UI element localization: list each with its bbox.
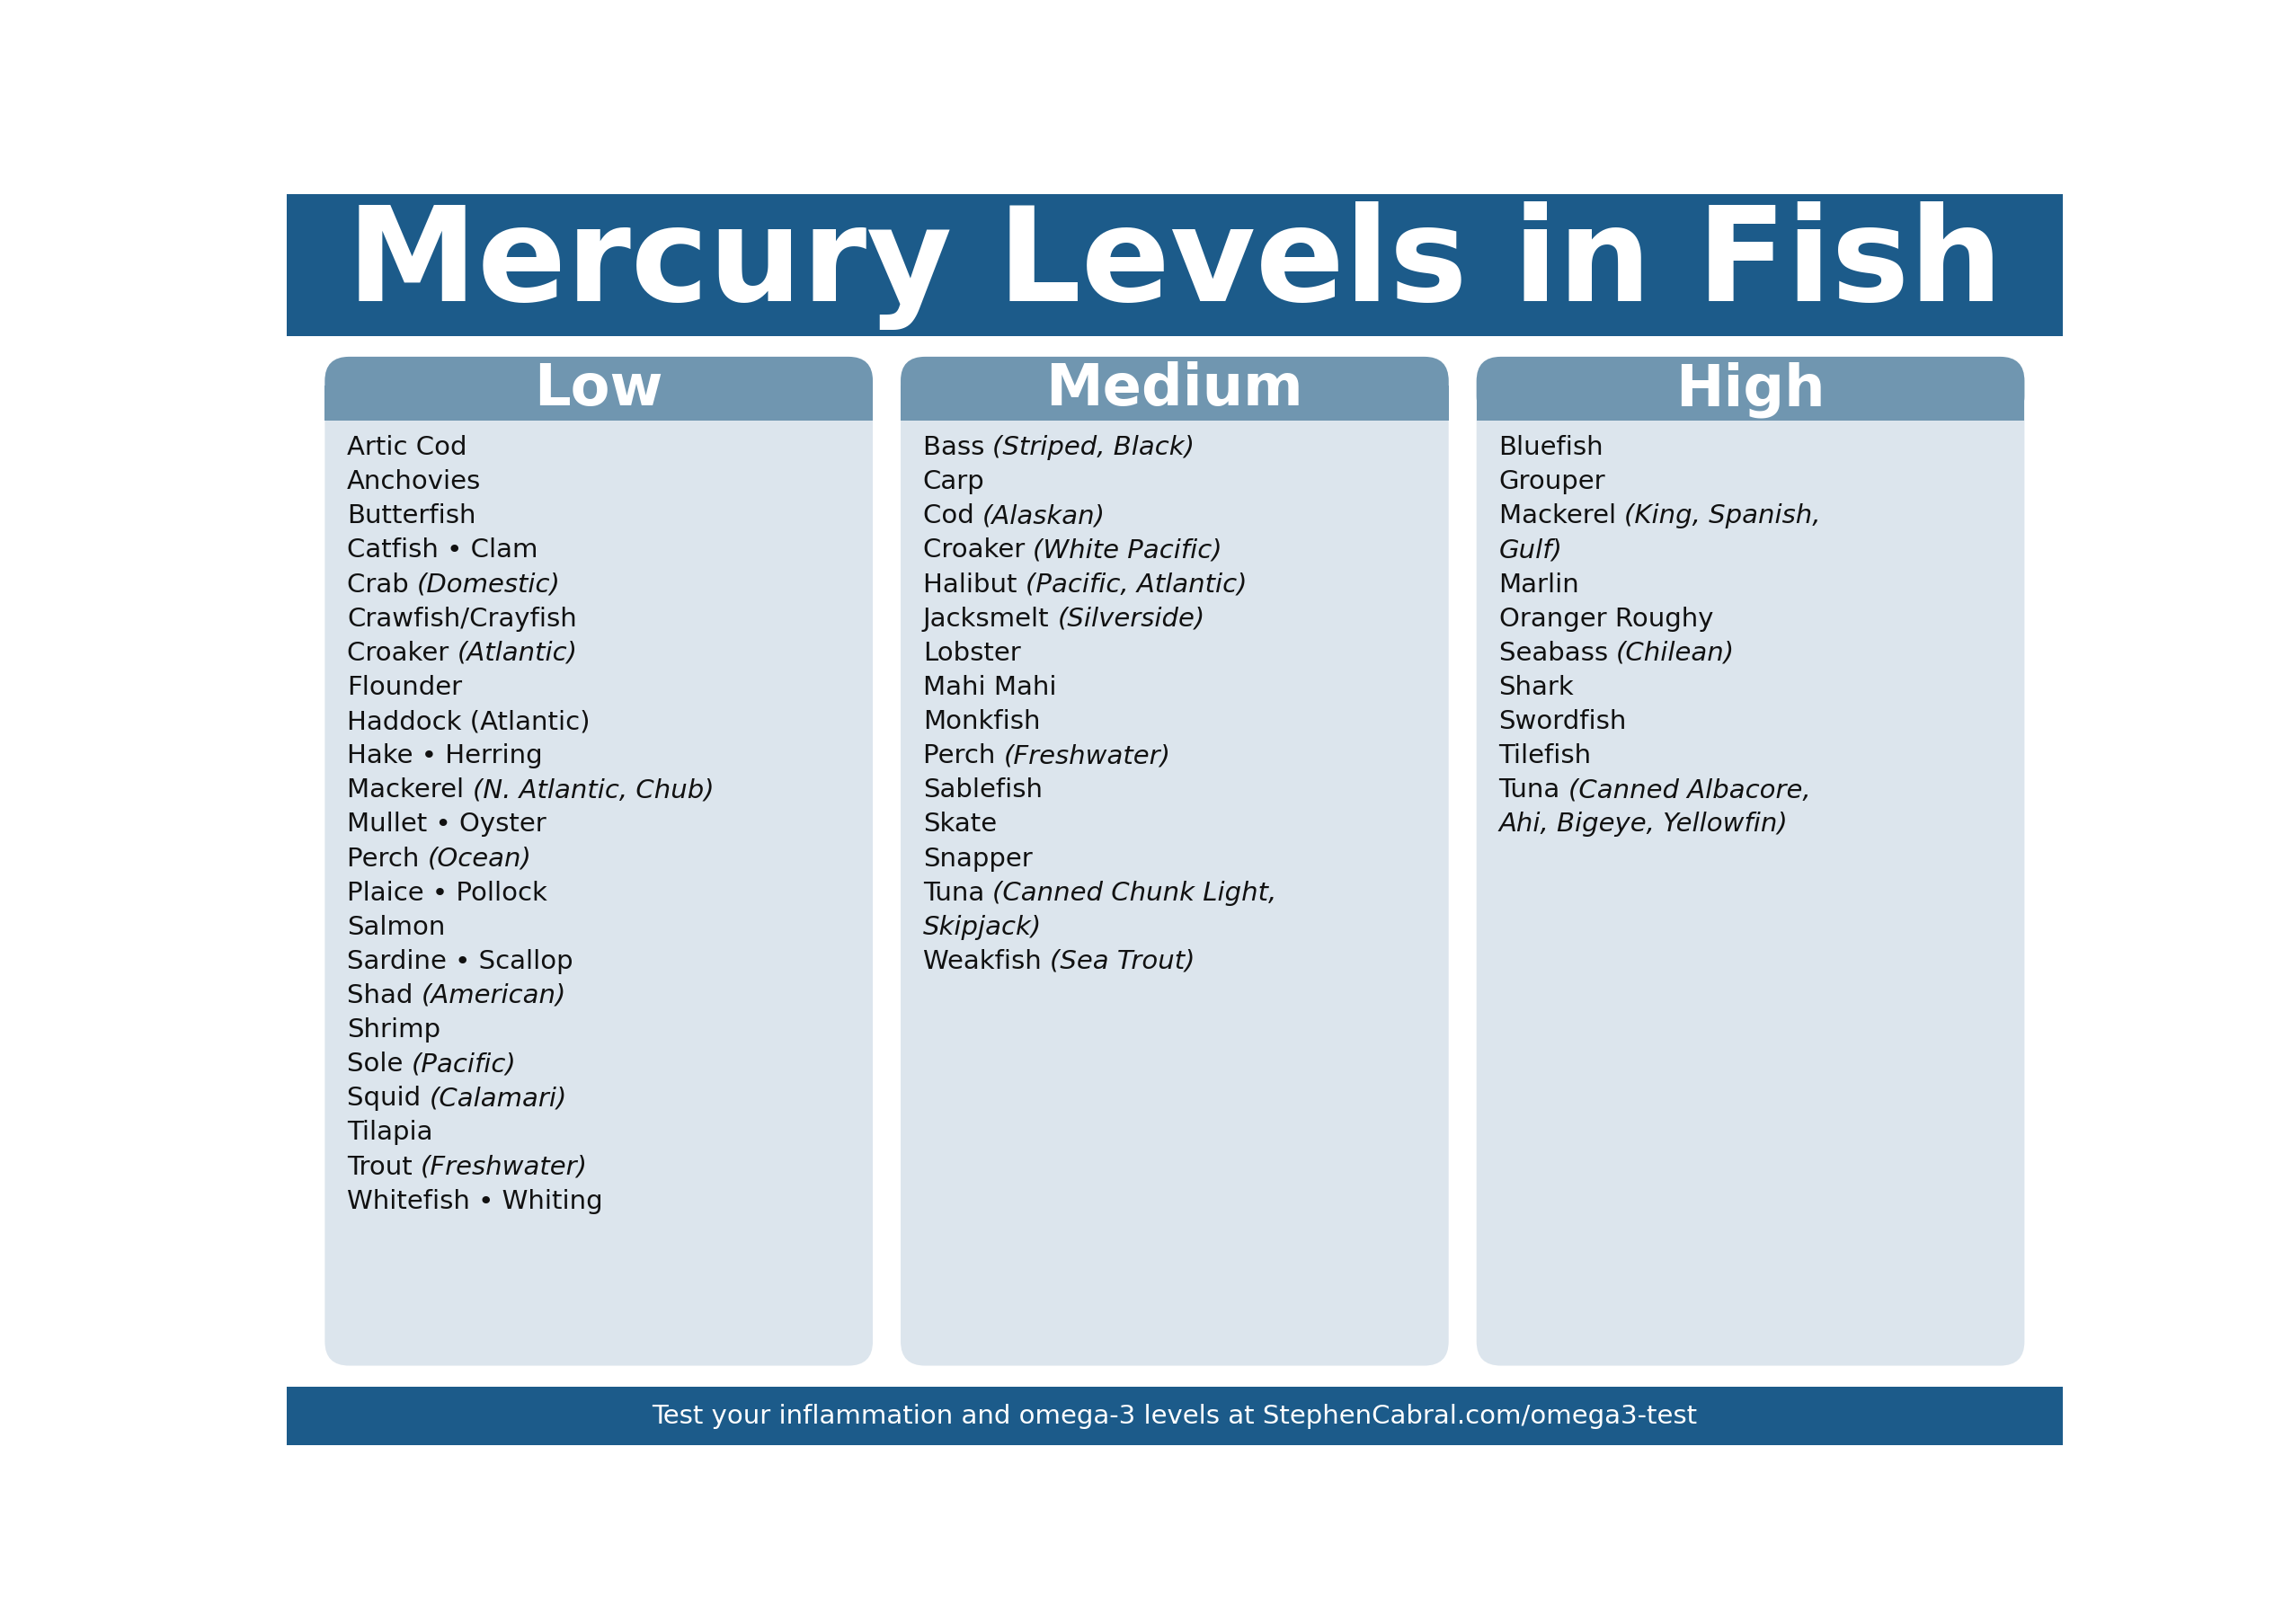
Text: Halibut: Halibut xyxy=(924,572,1025,598)
Text: (Freshwater): (Freshwater) xyxy=(1004,744,1171,768)
Text: Haddock (Atlantic): Haddock (Atlantic) xyxy=(346,708,591,734)
Text: (Domestic): (Domestic) xyxy=(417,572,562,598)
Text: Monkfish: Monkfish xyxy=(924,708,1041,734)
Text: Squid: Squid xyxy=(346,1085,429,1111)
Text: Swordfish: Swordfish xyxy=(1499,708,1627,734)
Bar xyxy=(325,387,873,421)
Text: (Canned Chunk Light,: (Canned Chunk Light, xyxy=(992,880,1277,905)
Text: Skate: Skate xyxy=(924,812,997,836)
Text: (Canned Albacore,: (Canned Albacore, xyxy=(1568,778,1811,802)
Text: Ahi, Bigeye, Yellowfin): Ahi, Bigeye, Yellowfin) xyxy=(1499,812,1788,836)
Text: Whitefish • Whiting: Whitefish • Whiting xyxy=(346,1189,603,1213)
FancyBboxPatch shape xyxy=(286,1387,2063,1445)
Text: Bass: Bass xyxy=(924,435,992,460)
Text: Butterfish: Butterfish xyxy=(346,503,477,528)
Text: Crawfish/Crayfish: Crawfish/Crayfish xyxy=(346,606,578,632)
Text: Hake • Herring: Hake • Herring xyxy=(346,744,543,768)
Text: Salmon: Salmon xyxy=(346,914,445,939)
Text: Mackerel: Mackerel xyxy=(346,778,472,802)
Text: Catfish • Clam: Catfish • Clam xyxy=(346,538,539,564)
Text: Croaker: Croaker xyxy=(346,640,456,666)
Text: High: High xyxy=(1675,361,1824,417)
Text: Shad: Shad xyxy=(346,983,422,1009)
Text: Cod: Cod xyxy=(924,503,983,528)
Text: Croaker: Croaker xyxy=(924,538,1034,564)
Text: (N. Atlantic, Chub): (N. Atlantic, Chub) xyxy=(472,778,713,802)
Text: Grouper: Grouper xyxy=(1499,469,1604,494)
Text: (Chilean): (Chilean) xyxy=(1616,640,1735,666)
Text: (Ocean): (Ocean) xyxy=(429,846,532,870)
Text: Plaice • Pollock: Plaice • Pollock xyxy=(346,880,548,905)
Text: Seabass: Seabass xyxy=(1499,640,1616,666)
Text: (Pacific, Atlantic): (Pacific, Atlantic) xyxy=(1025,572,1247,598)
Text: (King, Spanish,: (King, Spanish, xyxy=(1625,503,1820,528)
Bar xyxy=(1476,387,2024,421)
Text: Perch: Perch xyxy=(924,744,1004,768)
FancyBboxPatch shape xyxy=(901,357,1449,421)
FancyBboxPatch shape xyxy=(1476,357,2024,421)
Text: Weakfish: Weakfish xyxy=(924,948,1050,973)
Text: Trout: Trout xyxy=(346,1153,422,1179)
FancyBboxPatch shape xyxy=(286,195,2063,336)
FancyBboxPatch shape xyxy=(1476,357,2024,1366)
Text: Perch: Perch xyxy=(346,846,429,870)
Text: Mackerel: Mackerel xyxy=(1499,503,1625,528)
Text: Tuna: Tuna xyxy=(924,880,992,905)
Text: Sablefish: Sablefish xyxy=(924,778,1043,802)
Text: Anchovies: Anchovies xyxy=(346,469,481,494)
Text: Skipjack): Skipjack) xyxy=(924,914,1043,939)
Text: Jacksmelt: Jacksmelt xyxy=(924,606,1057,632)
Text: Low: Low xyxy=(534,362,662,417)
Text: Sole: Sole xyxy=(346,1051,413,1077)
Text: Lobster: Lobster xyxy=(924,640,1020,666)
Text: Sardine • Scallop: Sardine • Scallop xyxy=(346,948,573,973)
Text: (Atlantic): (Atlantic) xyxy=(456,640,578,666)
Text: Tilefish: Tilefish xyxy=(1499,744,1591,768)
Text: (Silverside): (Silverside) xyxy=(1057,606,1206,632)
Text: Snapper: Snapper xyxy=(924,846,1031,870)
Text: (Pacific): (Pacific) xyxy=(413,1051,516,1077)
Text: Mahi Mahi: Mahi Mahi xyxy=(924,674,1057,700)
Text: Oranger Roughy: Oranger Roughy xyxy=(1499,606,1712,632)
FancyBboxPatch shape xyxy=(901,357,1449,1366)
Text: Bluefish: Bluefish xyxy=(1499,435,1604,460)
Text: Crab: Crab xyxy=(346,572,417,598)
Text: (White Pacific): (White Pacific) xyxy=(1034,538,1222,564)
Text: (Sea Trout): (Sea Trout) xyxy=(1050,948,1194,973)
Text: Medium: Medium xyxy=(1045,362,1304,417)
Text: Mercury Levels in Fish: Mercury Levels in Fish xyxy=(346,201,2003,330)
Text: Artic Cod: Artic Cod xyxy=(346,435,468,460)
Text: Flounder: Flounder xyxy=(346,674,463,700)
Text: (Calamari): (Calamari) xyxy=(429,1085,566,1111)
Text: Mullet • Oyster: Mullet • Oyster xyxy=(346,812,545,836)
Text: Gulf): Gulf) xyxy=(1499,538,1563,564)
Text: Marlin: Marlin xyxy=(1499,572,1579,598)
Text: Carp: Carp xyxy=(924,469,986,494)
Text: Tilapia: Tilapia xyxy=(346,1119,433,1145)
Text: Shrimp: Shrimp xyxy=(346,1017,440,1043)
Text: Tuna: Tuna xyxy=(1499,778,1568,802)
Text: (Freshwater): (Freshwater) xyxy=(422,1153,589,1179)
Text: (Alaskan): (Alaskan) xyxy=(983,503,1105,528)
Text: Shark: Shark xyxy=(1499,674,1575,700)
Bar xyxy=(901,387,1449,421)
Text: Test your inflammation and omega-3 levels at StephenCabral.com/omega3-test: Test your inflammation and omega-3 level… xyxy=(651,1403,1698,1429)
Text: (American): (American) xyxy=(422,983,566,1009)
Text: (Striped, Black): (Striped, Black) xyxy=(992,435,1194,460)
FancyBboxPatch shape xyxy=(325,357,873,421)
FancyBboxPatch shape xyxy=(325,357,873,1366)
